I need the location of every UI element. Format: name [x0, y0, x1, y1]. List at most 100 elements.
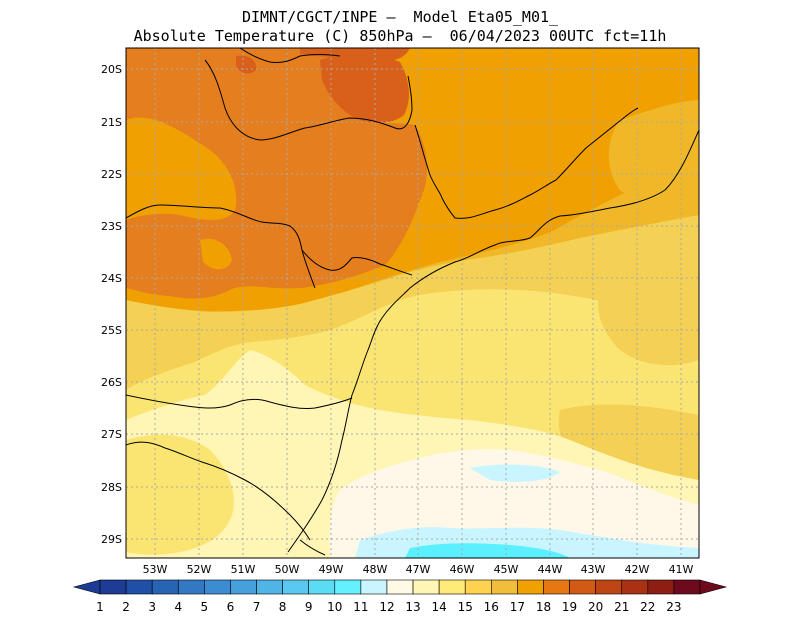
lon-label: 45W	[494, 563, 519, 576]
temperature-field	[126, 48, 699, 558]
colorbar-label: 20	[588, 600, 603, 614]
chart-title-line2: Absolute Temperature (C) 850hPa – 06/04/…	[133, 27, 667, 45]
colorbar-label: 23	[666, 600, 681, 614]
colorbar-arrow-left	[72, 579, 101, 595]
field-t15-east	[598, 283, 699, 366]
border-mg-rj	[414, 124, 557, 219]
field-t19	[320, 54, 409, 123]
colorbar-label: 11	[353, 600, 368, 614]
lon-label: 47W	[406, 563, 431, 576]
colorbar-label: 18	[536, 600, 551, 614]
lat-label: 24S	[101, 272, 122, 285]
lon-label: 52W	[187, 563, 212, 576]
lat-label: 22S	[101, 168, 122, 181]
lat-label: 21S	[101, 116, 122, 129]
lat-label: 29S	[101, 533, 122, 546]
lat-label: 27S	[101, 428, 122, 441]
colorbar-swatch	[151, 579, 179, 595]
colorbar-label: 16	[484, 600, 499, 614]
lat-label: 28S	[101, 481, 122, 494]
colorbar-swatch	[569, 579, 596, 595]
colorbar: 1 2 3 4 5 6 7 8 9 10 11 12 13 14 15 16 17 18 19 20 21 22 23	[72, 579, 728, 614]
colorbar-swatch	[177, 579, 205, 595]
field-t14-west	[126, 434, 234, 555]
colorbar-swatch	[282, 579, 309, 595]
lon-axis: 53W 52W 51W 50W 49W 48W 47W 46W 45W 44W …	[143, 563, 694, 576]
lon-label: 48W	[363, 563, 388, 576]
lat-axis: 20S 21S 22S 23S 24S 25S 26S 27S 28S 29S	[101, 63, 122, 546]
colorbar-swatch	[125, 579, 153, 595]
colorbar-label: 19	[562, 600, 577, 614]
colorbar-label: 2	[122, 600, 130, 614]
field-t18	[126, 48, 427, 299]
border-sc-rs	[126, 441, 311, 541]
lagoon	[299, 539, 326, 556]
colorbar-label: 7	[253, 600, 261, 614]
border-sp-mg	[204, 59, 413, 141]
colorbar-label: 5	[201, 600, 209, 614]
colorbar-label: 13	[405, 600, 420, 614]
field-t11-patch	[470, 464, 560, 482]
colorbar-swatch	[673, 579, 701, 595]
lon-label: 42W	[625, 563, 650, 576]
lon-label: 46W	[450, 563, 475, 576]
colorbar-label: 14	[431, 600, 446, 614]
field-t16-east	[608, 100, 699, 206]
colorbar-label: 1	[96, 600, 104, 614]
colorbar-label: 21	[614, 600, 629, 614]
chart-title-line1: DIMNT/CGCT/INPE – Model Eta05_M01_	[241, 8, 559, 26]
colorbar-swatch	[230, 579, 257, 595]
plot-frame	[125, 47, 700, 559]
lon-label: 50W	[275, 563, 300, 576]
field-t19-north	[300, 48, 410, 61]
colorbar-label: 22	[640, 600, 655, 614]
colorbar-swatch	[543, 579, 570, 595]
lon-label: 43W	[581, 563, 606, 576]
colorbar-swatch	[595, 579, 623, 595]
lat-label: 23S	[101, 220, 122, 233]
lon-label: 53W	[143, 563, 168, 576]
border-pr-sc	[126, 394, 353, 409]
coastline	[287, 129, 699, 553]
colorbar-swatch	[491, 579, 518, 595]
border-mg-es	[555, 107, 639, 181]
colorbar-arrow-right	[699, 579, 728, 595]
colorbar-swatch	[308, 579, 336, 595]
colorbar-swatch	[99, 579, 127, 595]
colorbar-label: 12	[379, 600, 394, 614]
colorbar-label: 4	[174, 600, 182, 614]
colorbar-swatch	[438, 579, 466, 595]
field-t17-patch	[126, 117, 237, 220]
colorbar-swatch	[360, 579, 388, 595]
boundaries	[126, 48, 699, 556]
gridlines	[126, 48, 699, 558]
lon-label: 41W	[669, 563, 694, 576]
colorbar-swatch	[621, 579, 649, 595]
colorbar-label: 15	[458, 600, 473, 614]
colorbar-label: 9	[305, 600, 313, 614]
colorbar-swatch	[386, 579, 414, 595]
field-t17-patch2	[200, 238, 232, 270]
colorbar-swatch	[204, 579, 231, 595]
lat-label: 20S	[101, 63, 122, 76]
lon-label: 51W	[231, 563, 256, 576]
colorbar-label: 10	[327, 600, 342, 614]
colorbar-label: 3	[148, 600, 156, 614]
colorbar-swatch	[412, 579, 440, 595]
lat-label: 25S	[101, 324, 122, 337]
lon-label: 49W	[319, 563, 344, 576]
colorbar-swatch	[256, 579, 283, 595]
border-north	[239, 48, 341, 63]
lon-label: 44W	[538, 563, 563, 576]
colorbar-swatch	[464, 579, 492, 595]
colorbar-swatch	[334, 579, 362, 595]
colorbar-label: 8	[279, 600, 287, 614]
border-sp-pr	[301, 249, 413, 276]
field-t10	[405, 543, 570, 558]
colorbar-swatch	[647, 579, 675, 595]
lat-label: 26S	[101, 376, 122, 389]
colorbar-label: 17	[510, 600, 525, 614]
colorbar-swatch	[517, 579, 544, 595]
colorbar-label: 6	[227, 600, 235, 614]
